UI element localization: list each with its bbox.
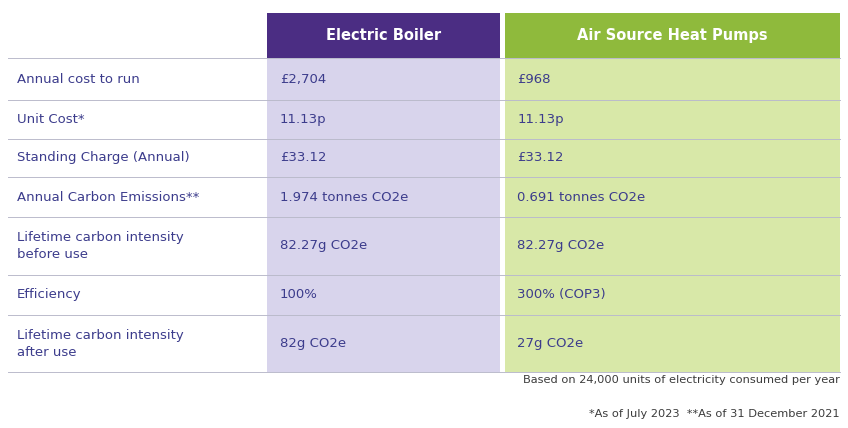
Text: 82.27g CO2e: 82.27g CO2e bbox=[517, 239, 605, 253]
Text: Based on 24,000 units of electricity consumed per year: Based on 24,000 units of electricity con… bbox=[522, 375, 840, 385]
Text: 11.13p: 11.13p bbox=[517, 113, 564, 126]
FancyBboxPatch shape bbox=[505, 139, 840, 177]
FancyBboxPatch shape bbox=[267, 13, 500, 58]
Text: £33.12: £33.12 bbox=[280, 151, 326, 164]
FancyBboxPatch shape bbox=[505, 315, 840, 372]
Text: 27g CO2e: 27g CO2e bbox=[517, 337, 583, 350]
FancyBboxPatch shape bbox=[267, 217, 500, 275]
FancyBboxPatch shape bbox=[505, 275, 840, 315]
Text: Electric Boiler: Electric Boiler bbox=[326, 28, 441, 43]
FancyBboxPatch shape bbox=[267, 58, 500, 100]
Text: 82g CO2e: 82g CO2e bbox=[280, 337, 346, 350]
Text: 11.13p: 11.13p bbox=[280, 113, 326, 126]
Text: 300% (COP3): 300% (COP3) bbox=[517, 288, 606, 301]
Text: Annual cost to run: Annual cost to run bbox=[17, 72, 140, 86]
FancyBboxPatch shape bbox=[267, 139, 500, 177]
FancyBboxPatch shape bbox=[267, 177, 500, 217]
FancyBboxPatch shape bbox=[267, 100, 500, 139]
FancyBboxPatch shape bbox=[505, 58, 840, 100]
Text: 0.691 tonnes CO2e: 0.691 tonnes CO2e bbox=[517, 190, 645, 203]
Text: 1.974 tonnes CO2e: 1.974 tonnes CO2e bbox=[280, 190, 408, 203]
FancyBboxPatch shape bbox=[267, 275, 500, 315]
Text: 100%: 100% bbox=[280, 288, 318, 301]
FancyBboxPatch shape bbox=[267, 315, 500, 372]
Text: £2,704: £2,704 bbox=[280, 72, 326, 86]
Text: Lifetime carbon intensity
before use: Lifetime carbon intensity before use bbox=[17, 231, 184, 261]
Text: £968: £968 bbox=[517, 72, 551, 86]
Text: Efficiency: Efficiency bbox=[17, 288, 81, 301]
Text: £33.12: £33.12 bbox=[517, 151, 564, 164]
FancyBboxPatch shape bbox=[505, 217, 840, 275]
Text: *As of July 2023  **As of 31 December 2021: *As of July 2023 **As of 31 December 202… bbox=[589, 410, 840, 419]
Text: Air Source Heat Pumps: Air Source Heat Pumps bbox=[577, 28, 767, 43]
Text: 82.27g CO2e: 82.27g CO2e bbox=[280, 239, 367, 253]
FancyBboxPatch shape bbox=[505, 177, 840, 217]
Text: Lifetime carbon intensity
after use: Lifetime carbon intensity after use bbox=[17, 329, 184, 359]
Text: Standing Charge (Annual): Standing Charge (Annual) bbox=[17, 151, 190, 164]
FancyBboxPatch shape bbox=[505, 100, 840, 139]
Text: Unit Cost*: Unit Cost* bbox=[17, 113, 85, 126]
Text: Annual Carbon Emissions**: Annual Carbon Emissions** bbox=[17, 190, 199, 203]
FancyBboxPatch shape bbox=[505, 13, 840, 58]
